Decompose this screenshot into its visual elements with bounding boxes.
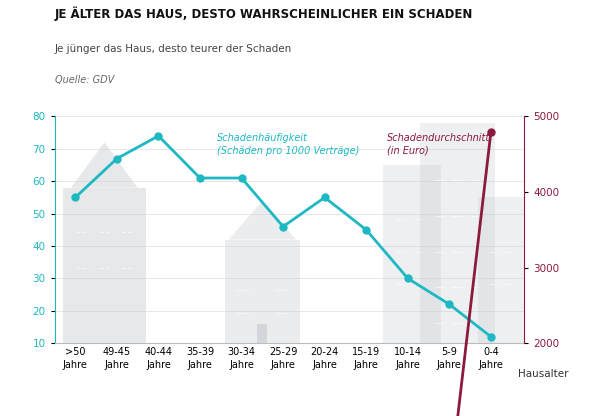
Bar — [414, 284, 423, 285]
Bar — [104, 232, 105, 233]
Bar — [505, 252, 513, 253]
Bar — [104, 304, 105, 305]
Bar — [76, 268, 87, 269]
Bar — [81, 232, 82, 233]
Bar — [275, 290, 287, 291]
Text: Schadenhäufigkeit
(Schäden pro 1000 Verträge): Schadenhäufigkeit (Schäden pro 1000 Vert… — [216, 133, 359, 156]
Bar — [505, 284, 513, 285]
Polygon shape — [71, 142, 138, 188]
Bar — [127, 304, 128, 305]
Bar — [414, 219, 423, 220]
Text: Schadendurchschnitt
(in Euro): Schadendurchschnitt (in Euro) — [387, 133, 490, 156]
Bar — [76, 232, 87, 233]
Text: Quelle: GDV: Quelle: GDV — [55, 75, 114, 85]
Text: JE ÄLTER DAS HAUS, DESTO WAHRSCHEINLICHER EIN SCHADEN: JE ÄLTER DAS HAUS, DESTO WAHRSCHEINLICHE… — [55, 6, 473, 21]
Bar — [470, 252, 480, 253]
Bar — [76, 304, 87, 305]
Bar — [490, 284, 498, 285]
Bar — [490, 252, 498, 253]
Bar — [99, 268, 110, 269]
Bar — [275, 313, 287, 314]
Bar — [396, 219, 405, 220]
Bar — [435, 216, 445, 217]
Bar — [225, 240, 300, 343]
Bar — [414, 252, 423, 253]
Bar — [127, 232, 128, 233]
Bar — [63, 188, 146, 343]
Bar — [435, 323, 445, 324]
Polygon shape — [228, 201, 296, 240]
Bar — [421, 123, 495, 343]
Bar — [435, 287, 445, 288]
Bar — [396, 284, 405, 285]
Bar — [452, 216, 462, 217]
Bar — [470, 323, 480, 324]
Bar — [81, 268, 82, 269]
Bar — [127, 268, 128, 269]
Bar — [470, 287, 480, 288]
Bar — [122, 268, 132, 269]
Bar — [104, 268, 105, 269]
Bar — [81, 304, 82, 305]
Bar — [452, 287, 462, 288]
Bar — [122, 232, 132, 233]
Text: Hausalter: Hausalter — [518, 369, 568, 379]
Bar — [435, 252, 445, 253]
Bar — [99, 304, 110, 305]
Bar — [238, 313, 250, 314]
Bar — [470, 216, 480, 217]
Bar — [452, 252, 462, 253]
Bar — [396, 252, 405, 253]
Text: Je jünger das Haus, desto teurer der Schaden: Je jünger das Haus, desto teurer der Sch… — [55, 44, 292, 54]
Bar — [258, 324, 267, 343]
Bar — [383, 165, 441, 343]
Bar — [99, 232, 110, 233]
Bar — [122, 304, 132, 305]
Bar — [479, 198, 528, 343]
Bar — [452, 323, 462, 324]
Bar — [238, 290, 250, 291]
